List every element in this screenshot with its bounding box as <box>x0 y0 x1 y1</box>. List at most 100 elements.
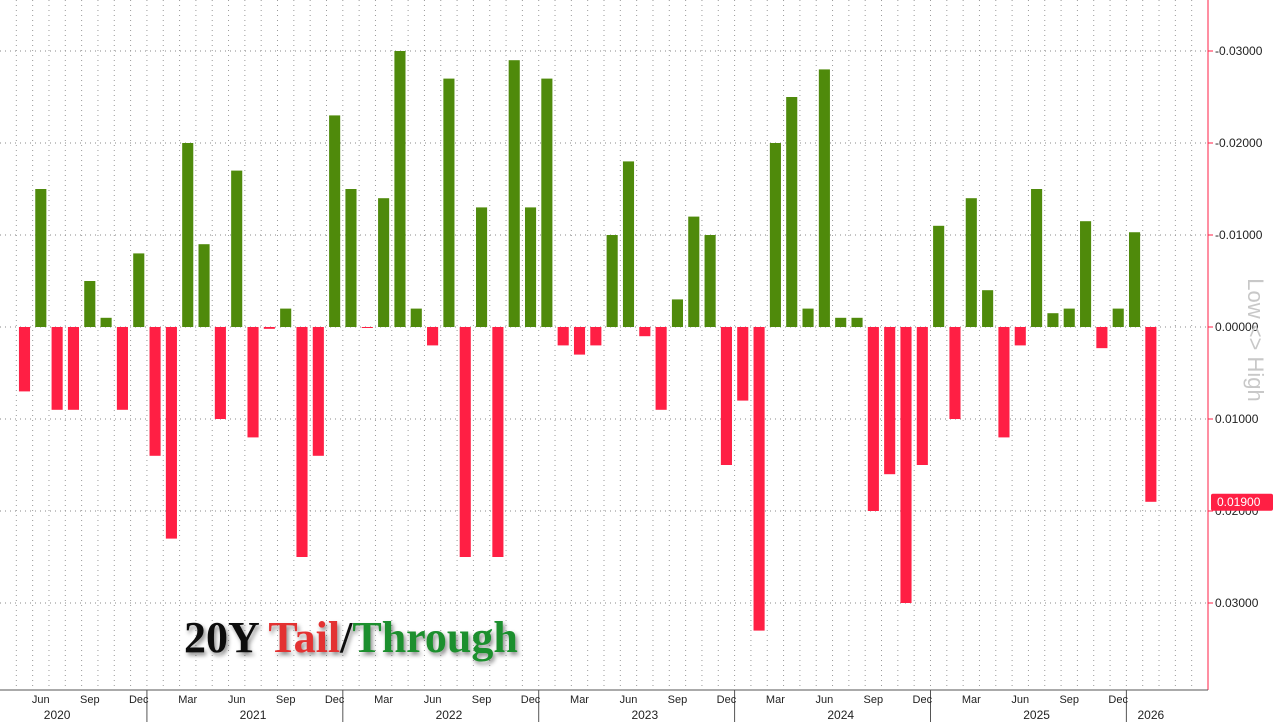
x-year-label: 2023 <box>631 708 658 722</box>
x-year-label: 2022 <box>436 708 463 722</box>
chart-title-prefix: 20Y <box>184 613 268 662</box>
bar <box>1112 308 1124 327</box>
bar <box>1096 327 1108 349</box>
bar <box>900 327 912 603</box>
bar <box>84 281 96 327</box>
bar <box>1014 327 1026 346</box>
bar <box>671 299 684 327</box>
bar <box>737 327 749 401</box>
y-tick-label: 0.03000 <box>1215 596 1259 610</box>
last-value-callout-label: 0.01900 <box>1217 495 1261 509</box>
x-month-label: Mar <box>178 694 197 706</box>
bar <box>884 327 896 475</box>
x-month-label: Dec <box>913 694 933 706</box>
bar <box>851 317 863 327</box>
x-month-label: Jun <box>1011 694 1029 706</box>
x-month-label: Sep <box>276 694 296 706</box>
bar <box>263 327 275 329</box>
bar <box>606 235 618 327</box>
x-month-label: Sep <box>472 694 492 706</box>
bar <box>345 189 357 327</box>
bars <box>18 51 1157 631</box>
x-month-label: Jun <box>620 694 638 706</box>
chart-title: 20Y Tail/Through <box>184 613 518 662</box>
bar <box>182 143 194 327</box>
grid-lines <box>0 0 1208 690</box>
bar <box>590 327 602 346</box>
bar <box>296 327 308 557</box>
x-month-label: Mar <box>374 694 393 706</box>
bar <box>541 78 553 327</box>
x-year-label: 2021 <box>240 708 267 722</box>
bar <box>965 198 977 327</box>
bar <box>312 327 324 456</box>
x-month-label: Mar <box>962 694 981 706</box>
bar <box>476 207 488 327</box>
bar <box>165 327 177 539</box>
bar <box>410 308 422 327</box>
bar <box>933 225 945 327</box>
bar <box>639 327 651 337</box>
x-month-label: Jun <box>424 694 442 706</box>
bar <box>18 327 31 392</box>
bar <box>394 51 406 327</box>
bar <box>35 189 47 327</box>
chart-title-tail: Tail <box>268 613 340 662</box>
last-value-callout-box <box>1211 493 1273 511</box>
bar <box>557 327 569 346</box>
bar <box>1031 189 1043 327</box>
bar <box>524 207 537 327</box>
bar <box>769 143 781 327</box>
x-year-label: 2025 <box>1023 708 1050 722</box>
bar <box>1080 221 1092 327</box>
bar <box>949 327 961 419</box>
bar <box>786 97 798 327</box>
bar <box>655 327 667 410</box>
bar <box>704 235 716 327</box>
x-month-label: Dec <box>129 694 149 706</box>
bar <box>214 327 226 419</box>
bar <box>818 69 830 328</box>
bar <box>149 327 161 456</box>
bar <box>100 317 112 327</box>
axes <box>0 0 1213 722</box>
bar <box>378 198 390 327</box>
y-axis-title: Low <> High <box>1243 278 1268 402</box>
bar <box>867 327 879 511</box>
x-year-label: 2026 <box>1138 708 1165 722</box>
x-month-label: Jun <box>228 694 246 706</box>
x-year-label: 2024 <box>827 708 854 722</box>
bar <box>835 317 847 327</box>
y-tick-label: -0.01000 <box>1215 228 1263 242</box>
bar <box>247 327 259 438</box>
bar <box>622 161 635 327</box>
bar <box>67 327 80 410</box>
bar <box>198 244 210 327</box>
bar <box>361 327 373 328</box>
bar <box>51 327 63 410</box>
bar <box>1128 232 1141 327</box>
x-month-label: Sep <box>80 694 100 706</box>
bar <box>508 60 520 327</box>
x-month-label: Dec <box>717 694 737 706</box>
bar <box>459 327 471 557</box>
bar <box>443 78 455 327</box>
y-tick-label: 0.01000 <box>1215 412 1259 426</box>
y-tick-label: 0.00000 <box>1215 320 1259 334</box>
bar <box>998 327 1010 438</box>
x-month-label: Mar <box>766 694 785 706</box>
bar <box>720 327 732 465</box>
last-value-callout: 0.01900 <box>1211 493 1273 511</box>
bar <box>982 290 994 327</box>
x-month-label: Sep <box>864 694 884 706</box>
bar <box>1145 327 1157 502</box>
bar <box>133 253 145 327</box>
y-tick-label: -0.03000 <box>1215 44 1263 58</box>
x-month-label: Sep <box>1059 694 1079 706</box>
x-month-label: Dec <box>521 694 541 706</box>
bar <box>116 327 128 410</box>
x-month-label: Jun <box>32 694 50 706</box>
bar <box>492 327 504 557</box>
bar <box>688 216 700 327</box>
